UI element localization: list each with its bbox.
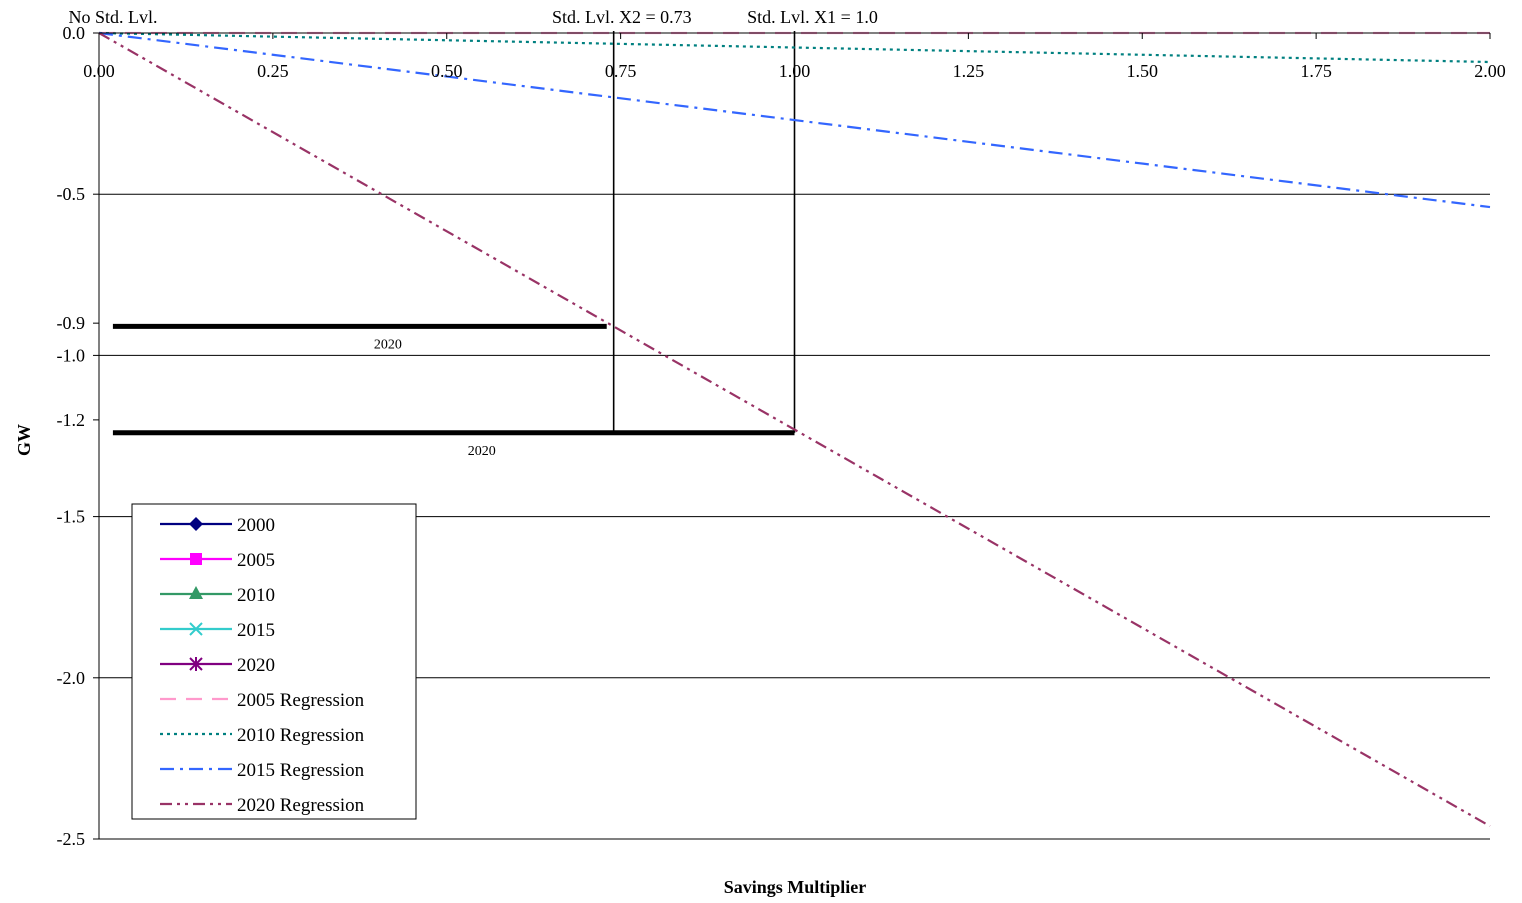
series-line [98,32,1491,828]
x-tick-label: 0.50 [431,61,463,81]
series-line [98,31,1491,64]
x-tick-label: 1.75 [1300,61,1332,81]
series-line [98,31,1491,209]
legend-label: 2015 Regression [237,760,365,781]
x-tick-label: 0.25 [257,61,289,81]
x-tick-label: 0.00 [83,61,115,81]
y-tick-label: -1.0 [57,345,86,365]
x-tick-label: 1.50 [1127,61,1159,81]
legend-marker-square [190,553,202,565]
x-axis-title: Savings Multiplier [724,877,867,897]
legend-label: 2020 Regression [237,795,365,816]
x-tick-label: 1.25 [953,61,985,81]
legend-items: 2000 2005 2010 2015 2020 2005 Regression 2010 … [160,515,365,816]
axes [93,32,1491,840]
legend-label: 2010 Regression [237,725,365,746]
level-bar-label: 2020 [374,337,402,352]
y-axis-title: GW [14,424,34,456]
standard-level-markers [612,31,796,433]
standard-level-label: Std. Lvl. X1 = 1.0 [747,7,878,27]
legend-label: 2000 [237,515,275,536]
legend-marker-triangle [189,586,203,599]
y-tick-label: -2.5 [57,829,86,849]
standard-level-label: Std. Lvl. X2 = 0.73 [552,7,692,27]
y-tick-label: 0.0 [63,23,86,43]
legend-label: 2020 [237,655,275,676]
y-tick-label: -0.5 [57,184,86,204]
legend-label: 2010 [237,585,275,606]
legend-marker-diamond [189,517,203,531]
y-tick-label: -1.2 [57,410,86,430]
x-tick-label: 1.00 [779,61,811,81]
legend-label: 2015 [237,620,275,641]
tick-labels: 0.0 -0.5 -0.9 -1.0 -1.2 -1.5 -2.0 -2.5 0.00 0.25 0… [57,7,1506,849]
legend-box [131,503,417,820]
x-tick-label: 0.75 [605,61,637,81]
standard-level-label: No Std. Lvl. [68,7,157,27]
y-tick-label: -2.0 [57,668,86,688]
x-tick-label: 2.00 [1474,61,1506,81]
legend-label: 2005 Regression [237,690,365,711]
legend-marker-x [189,622,203,636]
legend: 2000 2005 2010 2015 2020 2005 Regression 2010 … [131,503,417,820]
y-tick-label: -1.5 [57,507,86,527]
y-tick-label: -0.9 [57,313,86,333]
level-bar-label: 2020 [468,444,496,459]
legend-marker-star [189,657,203,671]
level-bars [112,323,795,436]
legend-label: 2005 [237,550,275,571]
